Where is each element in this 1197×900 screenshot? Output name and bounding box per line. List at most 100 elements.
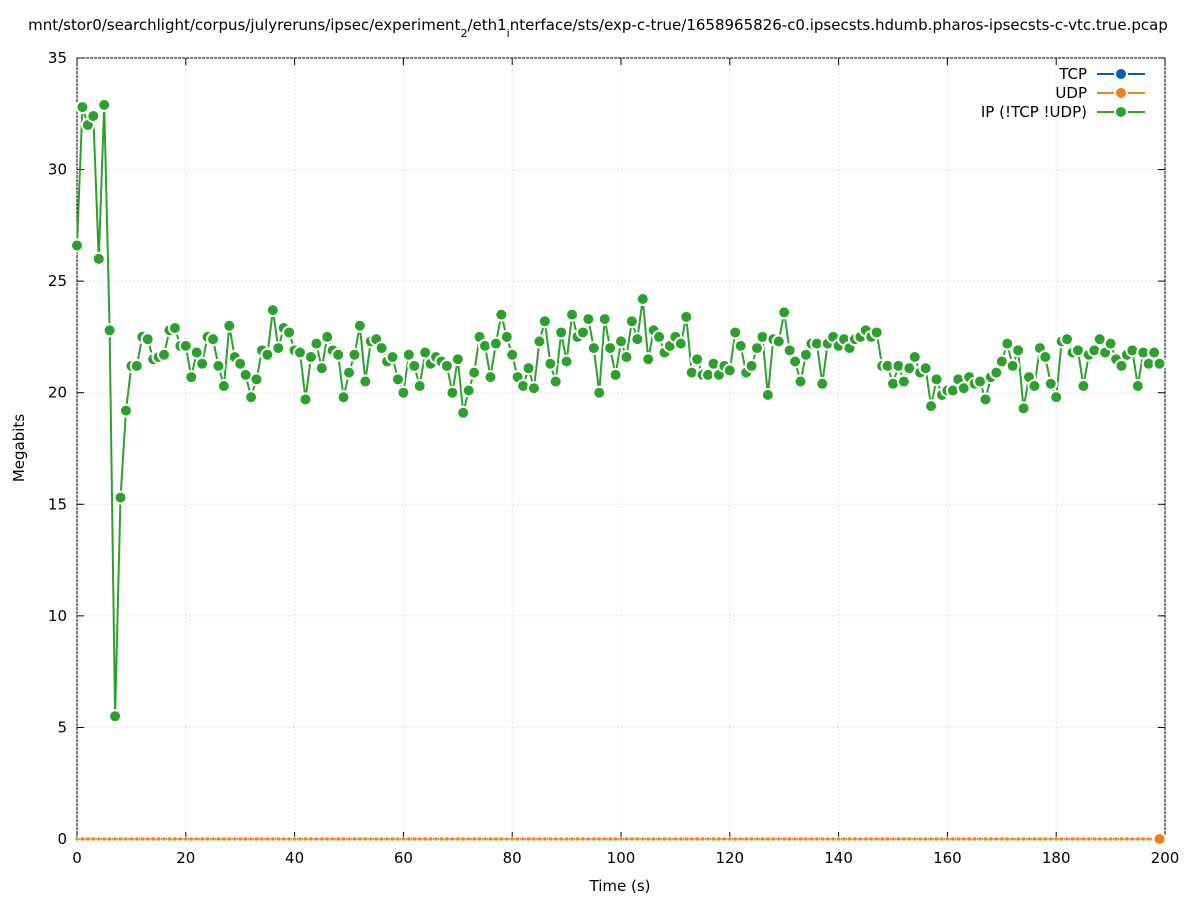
data-point [673,836,678,842]
data-point [863,836,869,842]
data-point [896,836,901,842]
data-point [1043,376,1058,391]
data-point [379,836,384,842]
data-point [445,385,460,400]
data-point [1010,836,1015,842]
data-point [978,392,993,407]
data-point [553,836,558,842]
data-point [205,836,210,842]
data-point [526,381,541,396]
data-point [907,350,922,365]
data-point [793,374,808,389]
data-point [581,312,596,327]
data-point [270,836,276,842]
data-point [743,836,749,842]
data-point [760,836,765,842]
data-point [907,836,912,842]
data-point [499,836,504,842]
data-point [184,370,199,385]
data-point [91,251,106,266]
data-point [129,358,144,373]
data-point [232,836,238,842]
x-tick-label: 100 [607,849,636,867]
data-point [298,392,313,407]
data-point [183,836,189,842]
data-point [1086,836,1092,842]
y-tick-label: 35 [48,49,67,67]
data-point [641,352,656,367]
data-point [744,358,759,373]
data-point [548,374,563,389]
data-point [385,350,400,365]
data-point [157,347,172,362]
data-point [336,390,351,405]
data-point [580,836,586,842]
data-point [966,836,972,842]
data-point [782,343,797,358]
data-point [265,303,280,318]
data-point [74,836,80,842]
data-point [1130,379,1145,394]
data-point [1064,836,1070,842]
data-point [554,325,569,340]
data-point [1021,836,1026,842]
data-point [673,336,688,351]
data-point [1152,356,1167,371]
data-point [586,836,591,842]
data-point [618,836,624,842]
data-point [118,836,123,842]
data-point [776,836,782,842]
data-point [265,836,270,842]
data-point [488,336,503,351]
data-point [542,836,548,842]
data-point [189,345,204,360]
x-tick-label: 0 [72,849,82,867]
y-tick-label: 25 [48,272,67,290]
data-point [1070,836,1075,842]
data-point [346,836,352,842]
data-point [368,836,374,842]
data-point [945,836,950,842]
data-point [1114,358,1129,373]
data-point [471,836,477,842]
data-point [602,836,607,842]
data-point [559,354,574,369]
data-point [689,836,694,842]
data-point [531,836,537,842]
data-point [352,318,367,333]
data-point [977,836,983,842]
data-point [488,836,493,842]
data-point [750,341,764,356]
data-point [956,836,961,842]
data-point [395,836,401,842]
data-point [1124,836,1130,842]
data-point [651,836,656,842]
data-point [439,358,454,373]
data-point [771,836,776,842]
data-point [466,836,471,842]
data-point [896,374,911,389]
data-point [271,341,286,356]
data-point [928,836,934,842]
data-point [934,836,939,842]
data-point [384,836,390,842]
data-point [456,405,471,420]
data-point [422,836,428,842]
y-tick-label: 10 [48,607,67,625]
data-point [575,836,580,842]
data-point [216,379,231,394]
data-point [690,352,705,367]
data-point [521,361,536,376]
data-point [754,836,760,842]
title-part: i [507,27,510,40]
data-point [86,109,101,124]
data-point [161,836,167,842]
data-point [885,836,890,842]
data-point [221,836,227,842]
data-point [809,836,814,842]
data-point [815,376,830,391]
data-point [749,836,754,842]
data-point [597,312,612,327]
data-point [118,403,133,418]
